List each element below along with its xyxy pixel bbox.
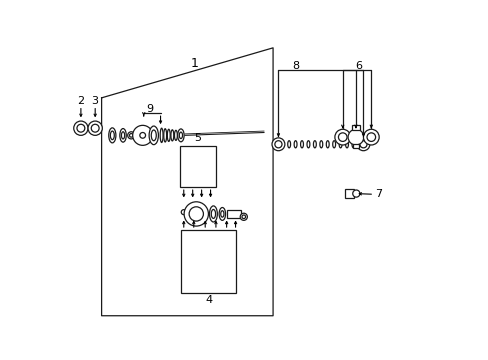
Circle shape [352, 190, 359, 197]
Ellipse shape [294, 141, 296, 148]
Bar [351, 125, 360, 130]
Text: 7: 7 [374, 189, 381, 199]
Ellipse shape [151, 130, 156, 141]
Ellipse shape [332, 141, 335, 148]
Ellipse shape [300, 141, 303, 148]
Text: 6: 6 [355, 61, 362, 71]
Ellipse shape [110, 131, 114, 140]
Text: 9: 9 [146, 104, 153, 113]
Circle shape [88, 121, 102, 135]
Circle shape [338, 133, 346, 141]
Ellipse shape [163, 129, 166, 142]
Circle shape [140, 132, 145, 138]
Bar [352, 144, 358, 148]
Text: 3: 3 [91, 96, 99, 107]
Ellipse shape [174, 130, 177, 140]
Circle shape [359, 141, 366, 148]
Ellipse shape [325, 141, 328, 148]
Circle shape [242, 215, 245, 219]
Ellipse shape [149, 126, 158, 145]
Circle shape [271, 138, 285, 151]
Circle shape [91, 124, 99, 132]
Circle shape [366, 133, 375, 141]
Circle shape [127, 132, 135, 139]
Circle shape [334, 129, 350, 145]
Circle shape [77, 124, 84, 132]
Ellipse shape [121, 132, 124, 139]
Circle shape [347, 129, 363, 145]
Circle shape [240, 213, 247, 220]
Text: 8: 8 [292, 61, 299, 71]
Text: 5: 5 [194, 133, 201, 143]
Ellipse shape [167, 129, 170, 141]
Ellipse shape [345, 141, 348, 148]
Text: 1: 1 [190, 57, 198, 71]
Ellipse shape [287, 141, 290, 148]
Bar [344, 189, 353, 198]
Circle shape [274, 141, 282, 148]
Bar [180, 146, 216, 187]
Circle shape [129, 134, 133, 137]
Ellipse shape [160, 128, 163, 143]
Ellipse shape [179, 132, 182, 139]
Circle shape [184, 202, 208, 226]
Ellipse shape [209, 206, 217, 222]
Ellipse shape [339, 141, 341, 148]
Bar [181, 230, 236, 293]
Bar [226, 210, 241, 218]
Ellipse shape [171, 130, 173, 141]
Circle shape [189, 207, 203, 221]
Ellipse shape [120, 129, 126, 142]
Circle shape [363, 129, 378, 145]
Ellipse shape [306, 141, 309, 148]
Ellipse shape [220, 211, 224, 217]
Text: 4: 4 [204, 296, 212, 305]
Ellipse shape [219, 207, 225, 220]
Circle shape [132, 125, 152, 145]
Ellipse shape [108, 128, 116, 143]
Text: 2: 2 [77, 96, 84, 107]
Ellipse shape [211, 210, 215, 219]
Ellipse shape [177, 129, 184, 142]
Ellipse shape [351, 141, 354, 148]
Circle shape [356, 138, 369, 151]
Circle shape [181, 210, 186, 215]
Circle shape [74, 121, 88, 135]
Ellipse shape [319, 141, 322, 148]
Ellipse shape [313, 141, 316, 148]
